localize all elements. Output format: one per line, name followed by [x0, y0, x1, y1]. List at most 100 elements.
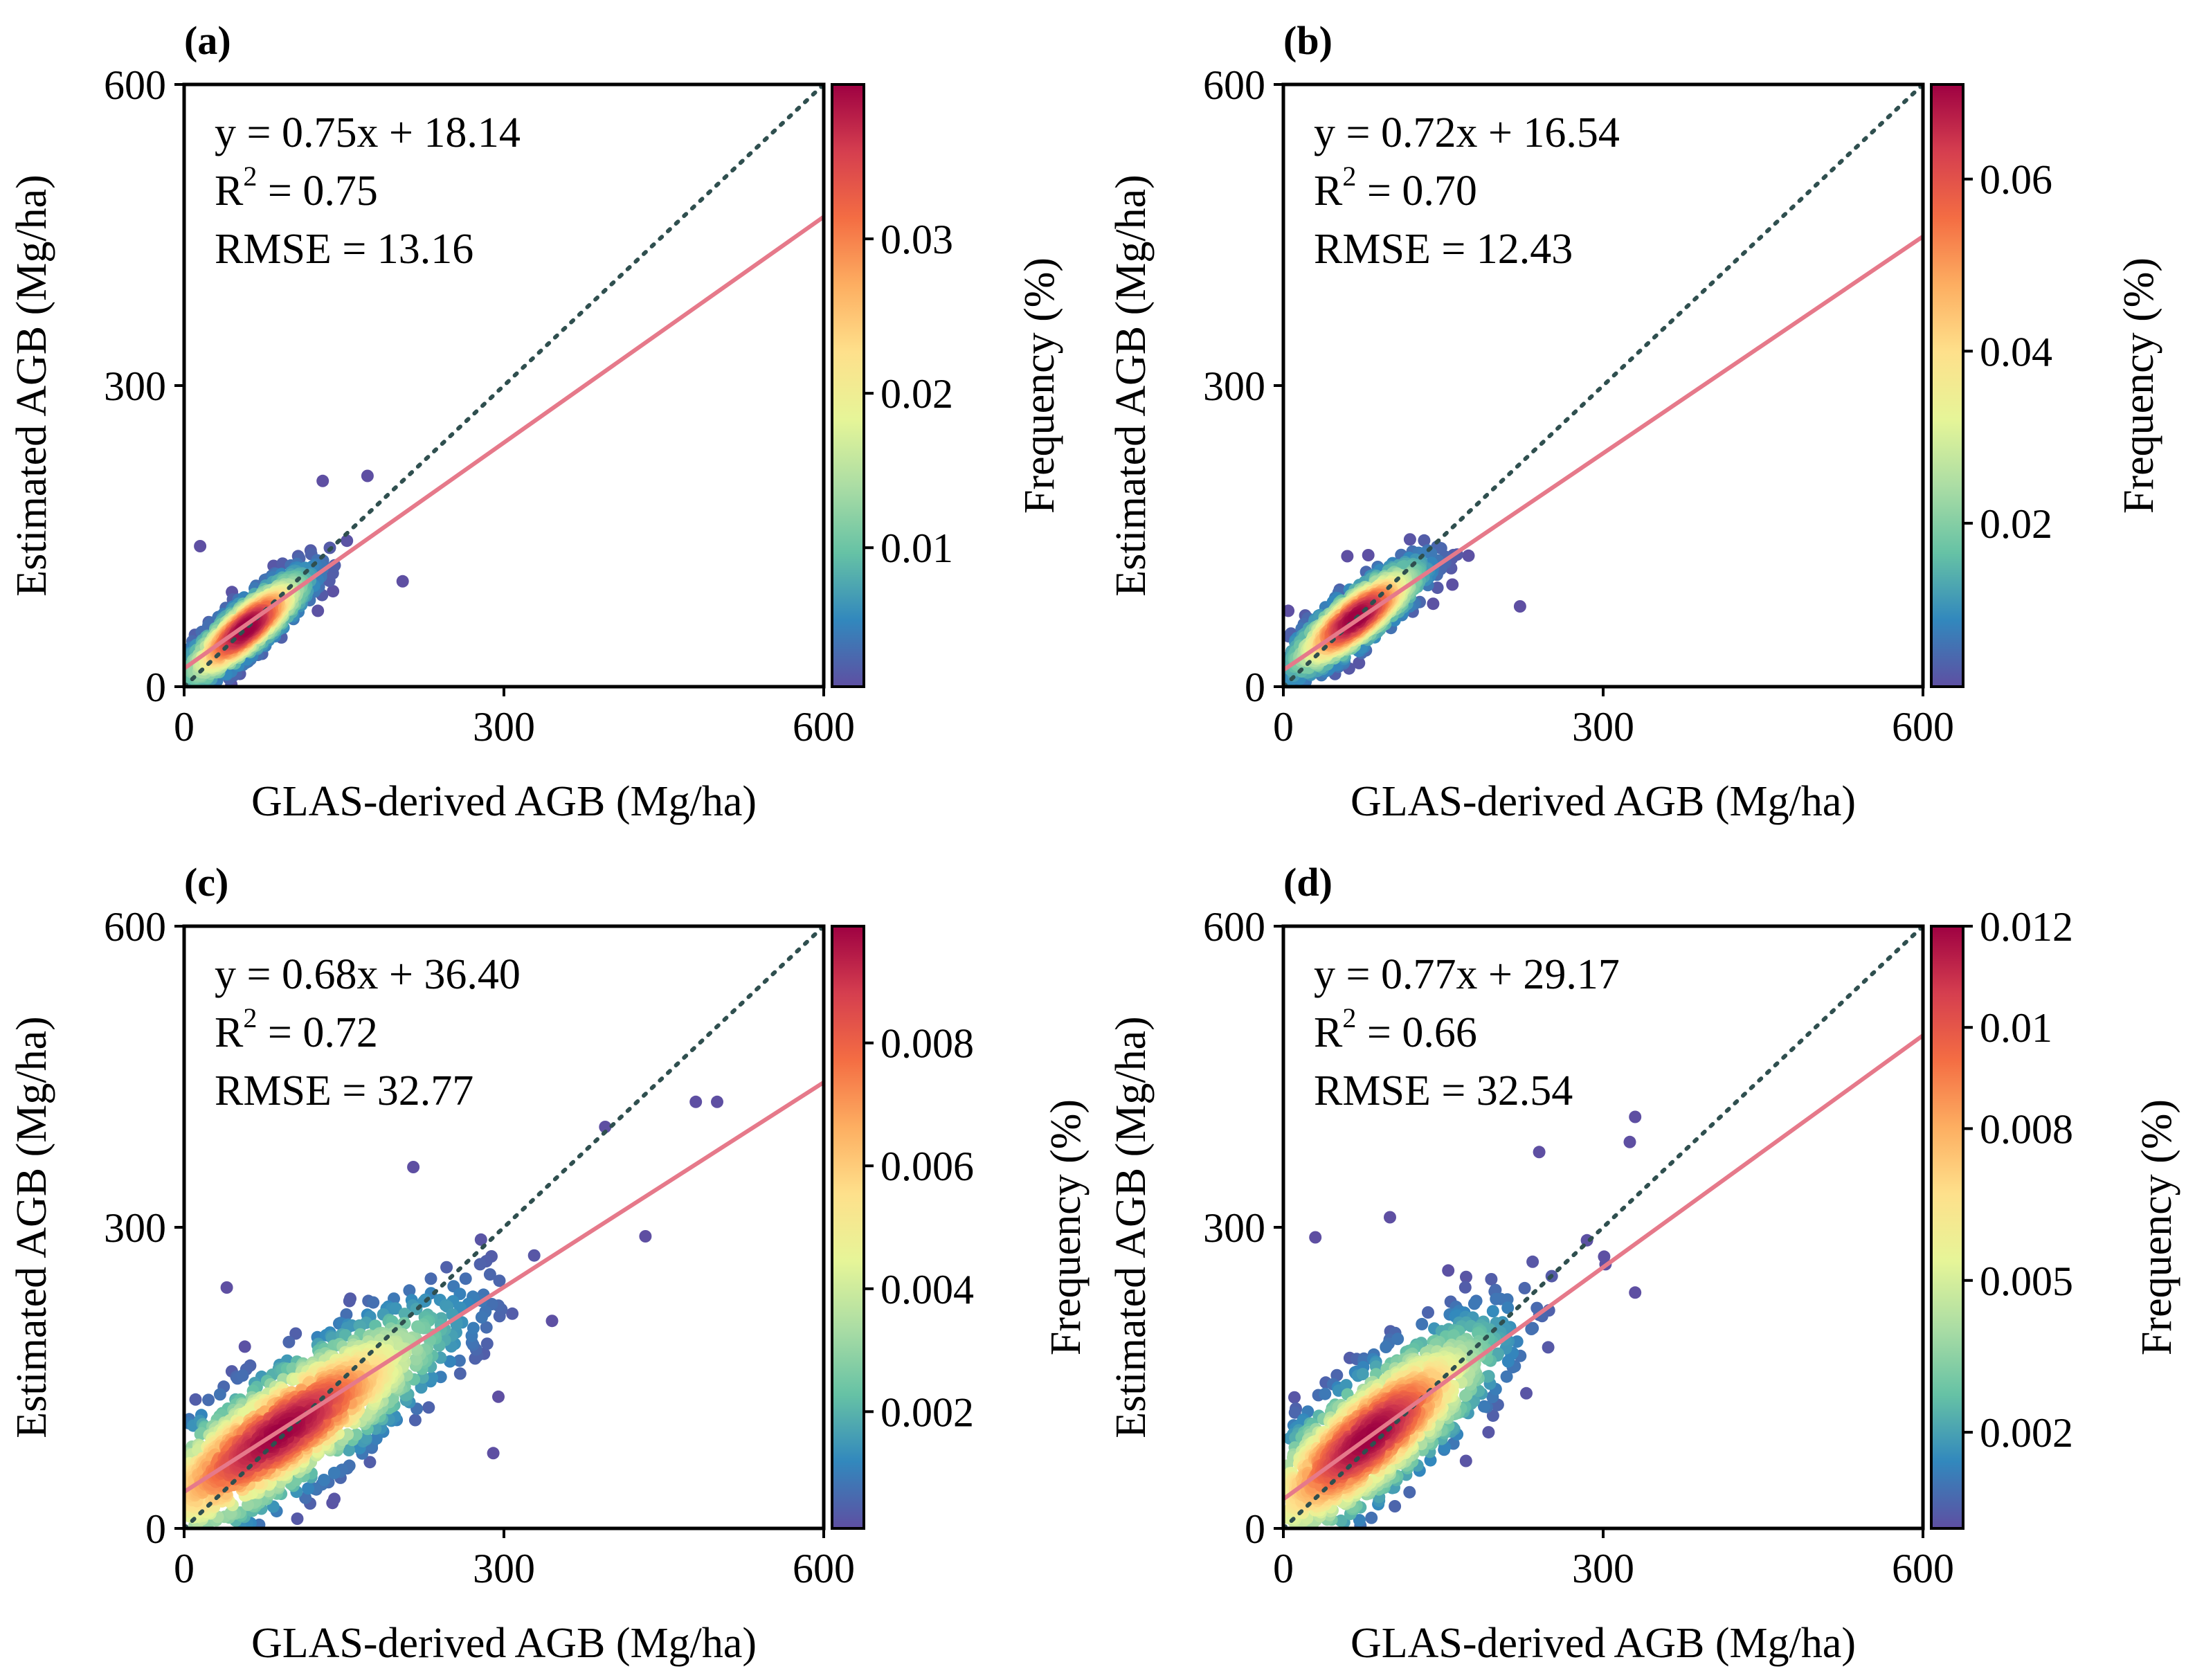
- r2-value: = 0.72: [257, 1009, 377, 1056]
- data-point: [453, 1367, 467, 1380]
- r-squared: R2 = 0.72: [215, 1002, 378, 1056]
- r2-superscript: 2: [243, 1002, 257, 1033]
- data-point: [467, 1321, 480, 1335]
- panel-label: (c): [184, 860, 228, 905]
- data-point: [1460, 1270, 1472, 1283]
- data-point: [1288, 1406, 1301, 1419]
- data-point: [1629, 1110, 1642, 1123]
- data-point: [1442, 1264, 1455, 1277]
- data-point: [1513, 600, 1526, 613]
- panel-c: (c) 0 300 600 GLAS-derived AGB (Mg/ha) 0…: [8, 860, 1090, 1667]
- data-point: [1380, 1341, 1393, 1353]
- y-tick-label: 300: [1203, 363, 1265, 409]
- data-point: [1462, 549, 1475, 562]
- panel-label: (d): [1283, 860, 1333, 905]
- x-tick-label: 600: [793, 1546, 855, 1591]
- data-point: [1362, 549, 1375, 561]
- data-point: [1629, 1286, 1642, 1299]
- data-point: [444, 1355, 456, 1368]
- colorbar-tick-label: 0.008: [880, 1021, 974, 1067]
- data-point: [236, 1369, 249, 1382]
- data-point: [1526, 1255, 1539, 1268]
- y-axis-label: Estimated AGB (Mg/ha): [8, 1016, 55, 1438]
- data-point: [1459, 1454, 1472, 1467]
- r2-value: = 0.75: [257, 168, 377, 215]
- rmse: RMSE = 32.77: [215, 1067, 473, 1114]
- colorbar-gradient: [831, 83, 865, 688]
- data-point: [403, 1284, 416, 1297]
- rmse: RMSE = 12.43: [1314, 226, 1573, 273]
- data-point: [341, 534, 354, 548]
- data-point: [407, 1161, 420, 1173]
- data-point: [302, 1482, 315, 1495]
- data-point: [1353, 1514, 1366, 1527]
- data-point: [194, 540, 207, 552]
- data-point: [311, 604, 325, 617]
- y-axis: 0 300 600 Estimated AGB (Mg/ha): [8, 62, 184, 710]
- data-point: [396, 575, 409, 588]
- r2-prefix: R: [215, 168, 244, 215]
- data-point: [1389, 1500, 1402, 1512]
- y-axis-label: Estimated AGB (Mg/ha): [8, 174, 55, 597]
- data-point: [327, 585, 340, 598]
- x-tick-label: 0: [174, 1546, 195, 1591]
- data-point: [480, 1337, 494, 1351]
- colorbar-tick-label: 0.02: [1980, 501, 2052, 547]
- x-tick-label: 0: [1273, 704, 1294, 750]
- data-point: [1422, 1306, 1434, 1319]
- data-point: [1283, 604, 1295, 617]
- x-tick-label: 600: [1892, 704, 1954, 750]
- data-point: [327, 1466, 341, 1479]
- colorbar-tick-label: 0.002: [880, 1389, 974, 1435]
- data-point: [1501, 1355, 1515, 1368]
- data-point: [413, 1321, 426, 1335]
- colorbar-gradient: [1930, 83, 1964, 688]
- data-point: [299, 1491, 312, 1504]
- fit-equation: y = 0.68x + 36.40: [215, 951, 521, 998]
- data-point: [213, 1388, 226, 1401]
- stats-annotation: y = 0.75x + 18.14 R2 = 0.75 RMSE = 13.16: [215, 109, 521, 273]
- colorbar-tick-label: 0.02: [880, 371, 953, 417]
- data-point: [1384, 1211, 1396, 1224]
- data-point: [363, 1456, 377, 1469]
- data-point: [711, 1095, 723, 1108]
- colorbar-tick-label: 0.03: [880, 217, 953, 262]
- data-point: [459, 1272, 472, 1285]
- data-point: [343, 1444, 355, 1456]
- y-tick-label: 0: [1245, 665, 1265, 710]
- x-axis: 0 300 600 GLAS-derived AGB (Mg/ha): [174, 687, 855, 825]
- x-axis: 0 300 600 GLAS-derived AGB (Mg/ha): [1273, 687, 1954, 825]
- colorbar-tick-label: 0.01: [880, 525, 953, 571]
- x-axis: 0 300 600 GLAS-derived AGB (Mg/ha): [174, 1528, 855, 1667]
- r2-prefix: R: [215, 1009, 244, 1056]
- data-point: [343, 1294, 356, 1308]
- data-point: [238, 1340, 251, 1353]
- fit-equation: y = 0.75x + 18.14: [215, 109, 521, 156]
- panel-label: (b): [1283, 18, 1333, 63]
- data-point: [1356, 1368, 1369, 1381]
- fit-equation: y = 0.72x + 16.54: [1314, 109, 1620, 156]
- data-point: [1467, 1297, 1481, 1310]
- x-axis-label: GLAS-derived AGB (Mg/ha): [251, 1620, 757, 1667]
- x-tick-label: 300: [473, 704, 535, 750]
- colorbar: 0.010.020.03 Frequency (%): [831, 83, 1063, 688]
- data-point: [291, 1512, 304, 1525]
- data-point: [389, 1302, 402, 1315]
- data-point: [1418, 534, 1431, 547]
- r-squared: R2 = 0.70: [1314, 161, 1477, 215]
- rmse: RMSE = 13.16: [215, 226, 473, 273]
- data-point: [367, 1296, 380, 1309]
- data-point: [506, 1307, 519, 1320]
- y-tick-label: 300: [104, 363, 166, 409]
- data-point: [1478, 1400, 1490, 1413]
- data-point: [1485, 1273, 1498, 1285]
- data-point: [474, 1233, 487, 1246]
- data-point: [422, 1401, 435, 1414]
- data-point: [341, 1428, 354, 1441]
- y-tick-label: 0: [145, 1506, 166, 1552]
- data-point: [1431, 581, 1444, 595]
- data-point: [202, 1393, 215, 1407]
- data-point: [527, 1249, 541, 1262]
